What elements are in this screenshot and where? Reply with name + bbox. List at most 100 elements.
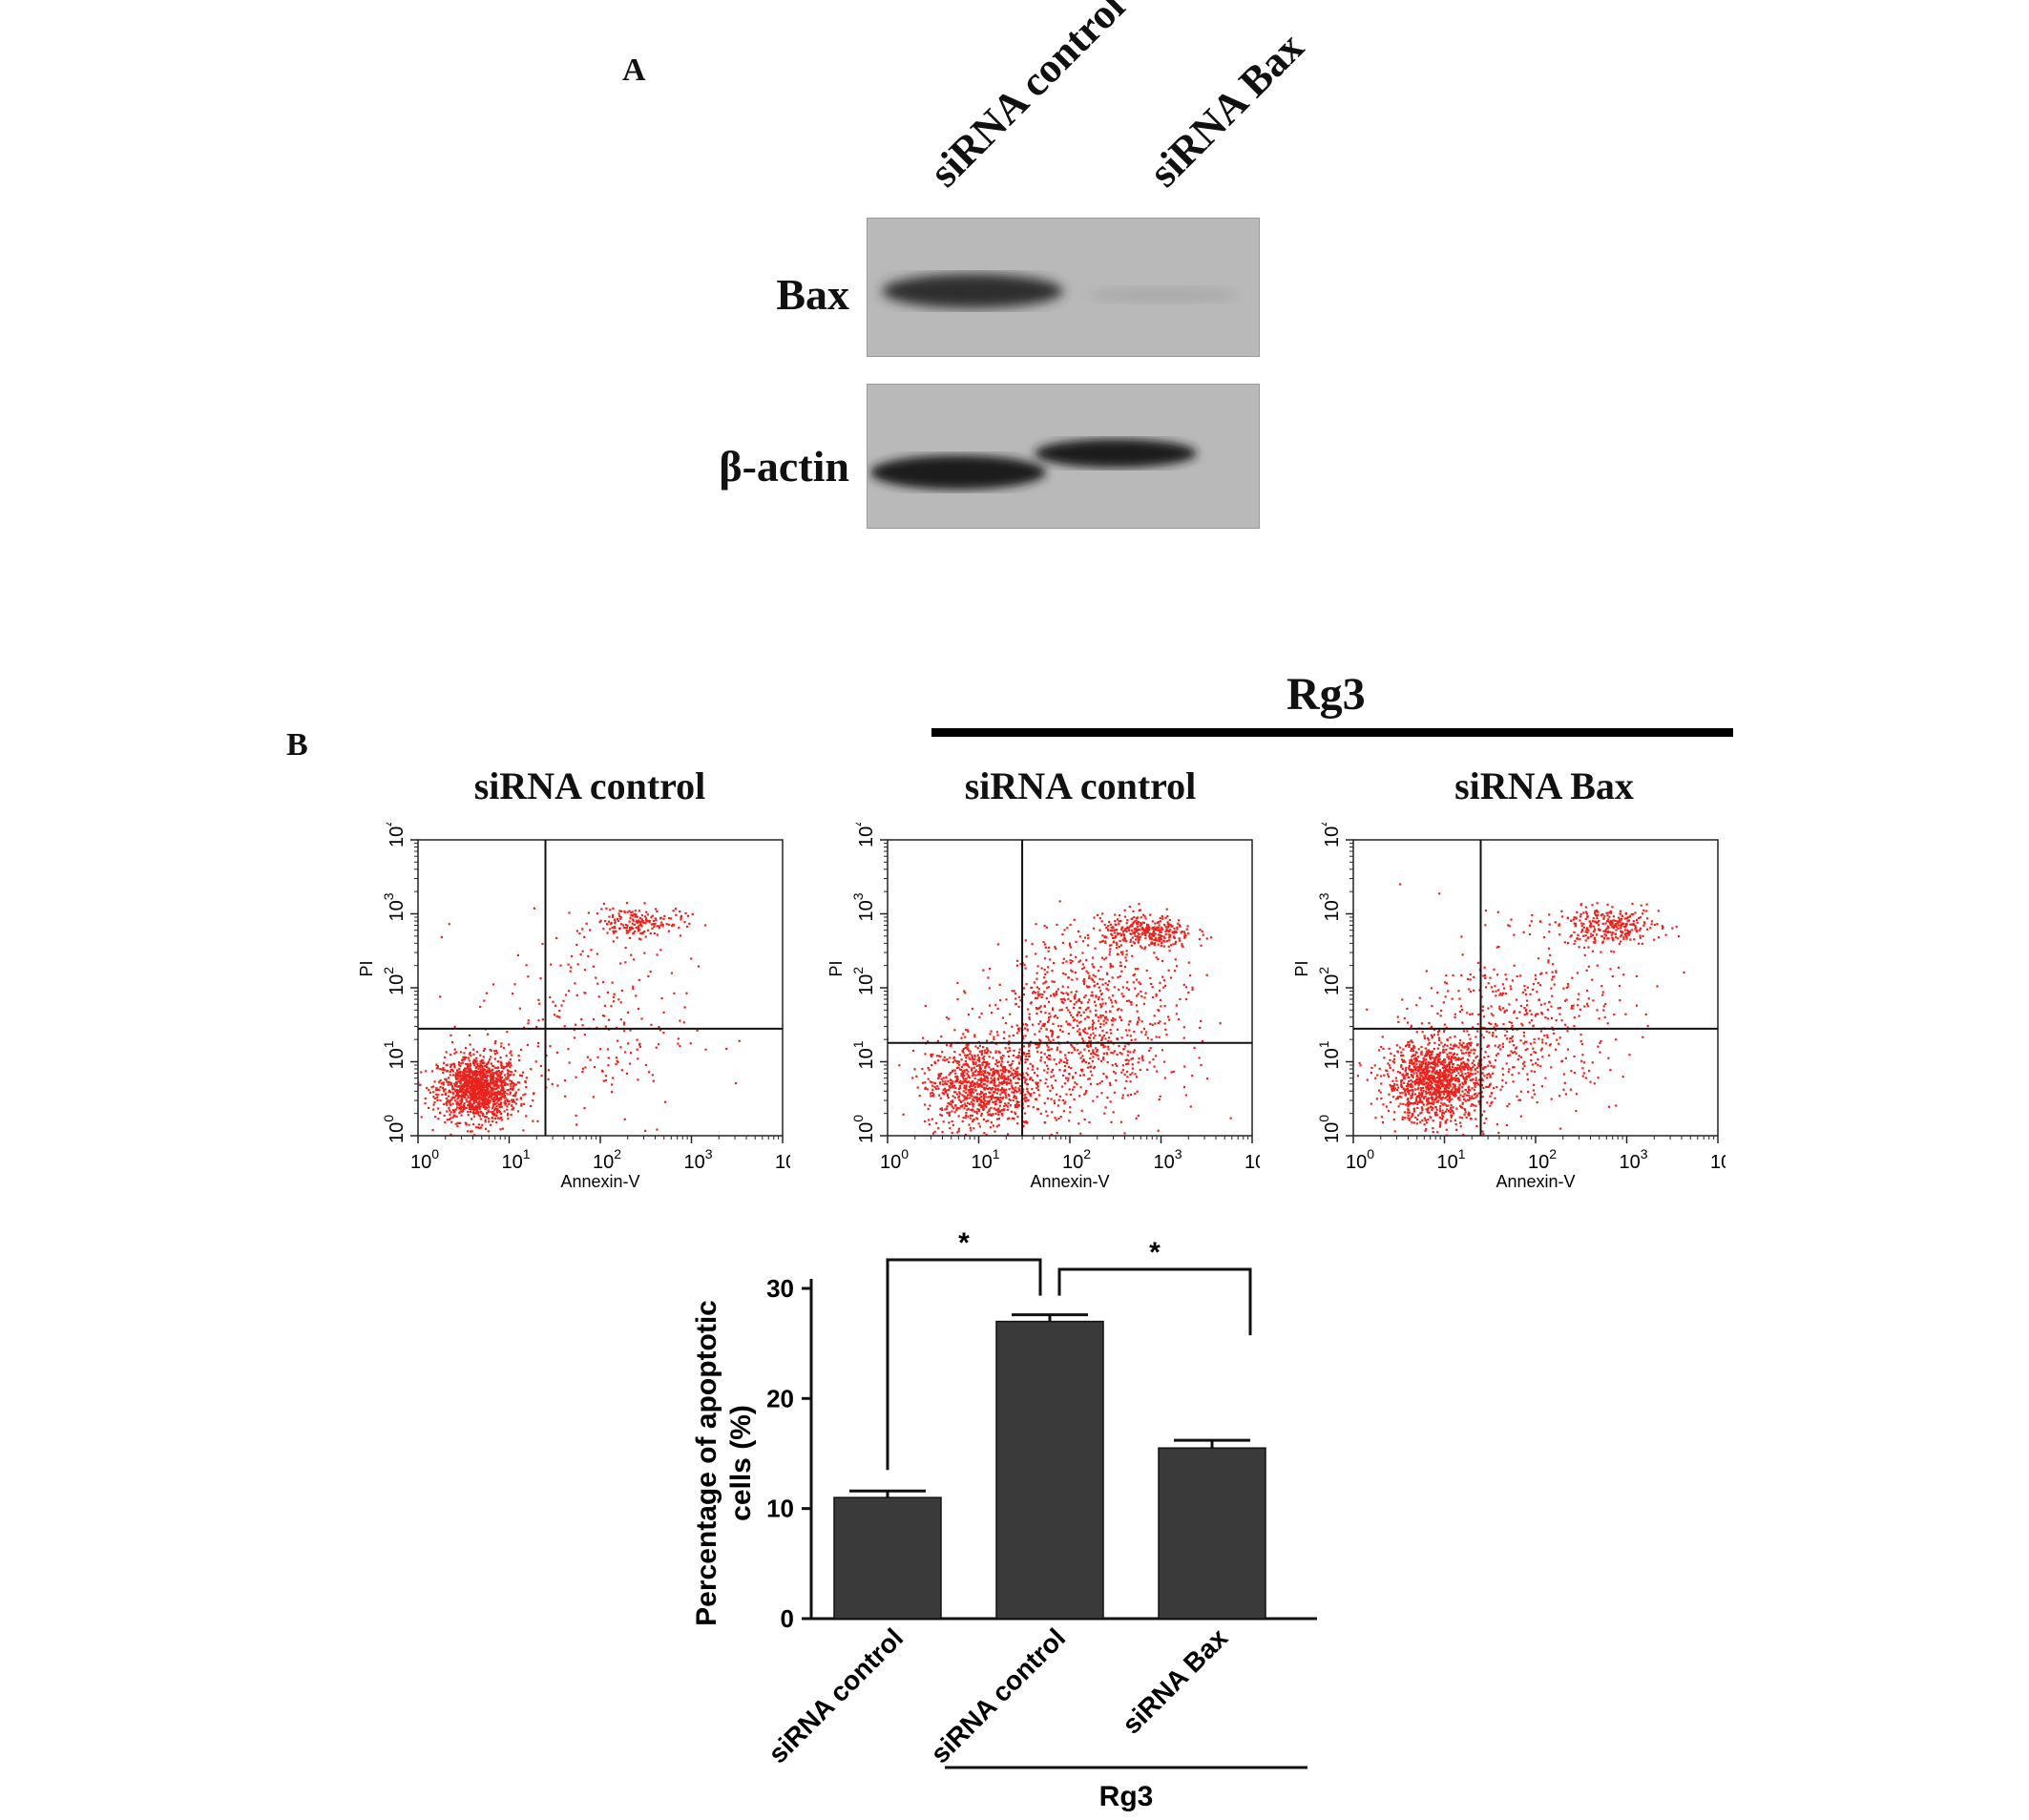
flow-dot: [637, 926, 640, 929]
flow-dot: [1088, 1036, 1092, 1039]
flow-dot: [1119, 951, 1122, 953]
flow-dot: [450, 1098, 453, 1100]
flow-dot: [622, 926, 626, 930]
flow-dot: [963, 1063, 966, 1066]
flow-dot: [1183, 934, 1186, 938]
flow-dot: [1154, 1022, 1157, 1025]
flow-dot: [1120, 1053, 1123, 1056]
flow-dot: [465, 1062, 468, 1066]
flow-dot: [1001, 1069, 1004, 1072]
flow-dot: [1029, 1077, 1032, 1081]
flow-dot: [1008, 1035, 1011, 1037]
flow-dot: [471, 1069, 473, 1073]
flow-frame: [887, 839, 1253, 1137]
flow-dot: [1098, 1003, 1102, 1006]
flow-dot: [443, 1088, 446, 1091]
flow-dot: [1448, 1052, 1451, 1055]
flow-dot: [1477, 1078, 1481, 1081]
flow-dot: [979, 1067, 983, 1070]
flow-dot: [1046, 1020, 1050, 1023]
flow-dot: [1102, 1046, 1105, 1049]
flow-dot: [1155, 994, 1158, 997]
flow-dot: [622, 1023, 626, 1026]
flow-dot: [1043, 1053, 1046, 1056]
flow-dot: [431, 1085, 435, 1088]
flow-dot: [1167, 945, 1170, 948]
flow-dot: [469, 1081, 471, 1084]
flow-dot: [1414, 1088, 1417, 1091]
flow-dot: [1095, 1047, 1098, 1050]
flow-dot: [511, 1104, 513, 1107]
flow-dot: [1162, 923, 1166, 927]
flow-dot: [1011, 1091, 1014, 1094]
flow-dot: [516, 1110, 520, 1113]
flow-dot: [469, 1092, 471, 1095]
flow-dot: [978, 1078, 981, 1081]
flow-dot: [1198, 1170, 1200, 1172]
flow-dot: [614, 920, 617, 923]
flow-dot: [1112, 1019, 1115, 1022]
flow-dot: [1035, 1074, 1039, 1077]
flow-dot: [1116, 1064, 1119, 1068]
flow-dot: [479, 1097, 482, 1099]
flow-dot: [1116, 1037, 1119, 1041]
flow-dot: [998, 1110, 1002, 1113]
flow-dot: [957, 1087, 961, 1091]
flow-dot: [488, 1083, 492, 1086]
flow-dot: [1433, 1088, 1437, 1091]
flow-dot: [511, 1098, 513, 1101]
flow-dot: [1069, 959, 1072, 962]
flow-dot: [1051, 1068, 1055, 1071]
flow-dot: [1050, 1048, 1053, 1051]
flow-dot: [585, 922, 588, 925]
flow-dot: [1187, 931, 1190, 935]
flow-dot: [503, 1097, 506, 1099]
flow-dot: [463, 1069, 466, 1072]
flow-dot: [955, 1060, 958, 1063]
flow-dot: [1036, 1081, 1039, 1084]
flow-dot: [989, 1113, 992, 1116]
flow-dot: [1016, 1056, 1020, 1059]
flow-dot: [1083, 1118, 1086, 1121]
flow-dot: [954, 1091, 957, 1094]
flow-dot: [1424, 1082, 1427, 1085]
flow-dot: [1155, 1055, 1158, 1057]
flow-dot: [596, 1056, 599, 1058]
flow-dot: [463, 1070, 466, 1073]
flow-dot: [511, 993, 514, 995]
flow-dot: [1106, 1061, 1109, 1064]
flow-dot: [495, 1107, 498, 1110]
flow-dot: [1155, 927, 1158, 931]
flow-dot: [1420, 1064, 1424, 1067]
flow-dot: [503, 1084, 506, 1087]
flow-dot: [937, 1055, 941, 1057]
flow-dot: [1024, 1035, 1027, 1037]
flow-dot: [1483, 1075, 1486, 1077]
flow-dot: [1403, 1077, 1406, 1080]
flow-dot: [1053, 994, 1056, 997]
flow-dot: [1039, 1005, 1042, 1008]
flow-dot: [989, 1087, 992, 1090]
flow-dot: [1454, 1036, 1456, 1038]
flow-dot: [456, 1142, 458, 1144]
flow-dot: [963, 1069, 966, 1072]
flow-dot: [1078, 1095, 1081, 1098]
flow-dot: [456, 1121, 459, 1124]
flow-dot: [493, 1057, 496, 1060]
flow-dot: [641, 920, 644, 923]
flow-dot: [1434, 1098, 1437, 1101]
flow-dot: [1393, 1087, 1397, 1090]
flow-dot: [1450, 1058, 1453, 1061]
flow-dot: [973, 1077, 976, 1079]
flow-dot: [1153, 928, 1156, 931]
flow-dot: [601, 980, 605, 984]
flow-dot: [1005, 998, 1008, 1001]
flow-dot: [463, 1084, 466, 1088]
flow-dot: [469, 1093, 471, 1096]
flow-dot: [470, 1087, 472, 1091]
flow-dot: [501, 1070, 504, 1073]
flow-dot: [1095, 995, 1098, 998]
flow-dot: [470, 1108, 473, 1111]
flow-dot: [504, 1081, 507, 1085]
flow-dot: [1133, 973, 1136, 976]
